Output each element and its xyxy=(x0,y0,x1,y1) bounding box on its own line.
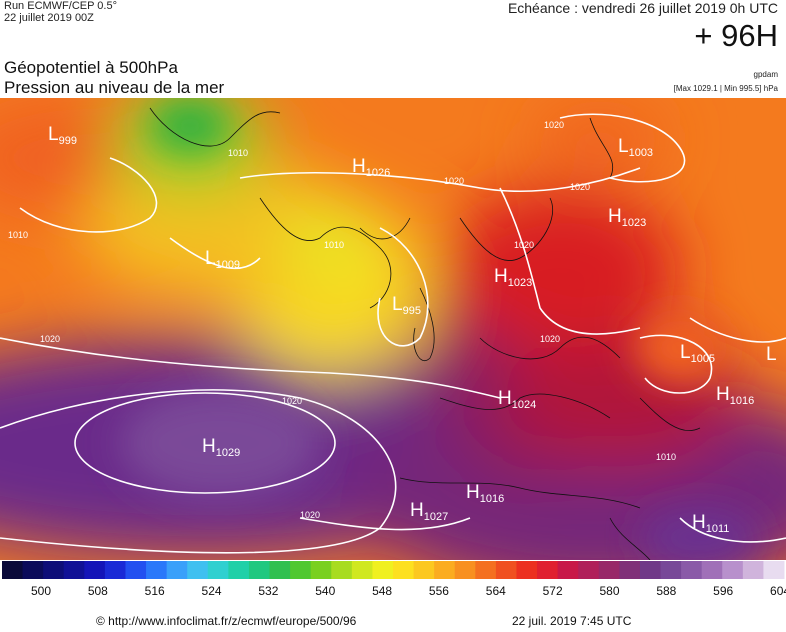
unit-label: gpdam xyxy=(753,70,778,79)
legend-swatch xyxy=(475,561,497,579)
legend-swatch xyxy=(413,561,435,579)
isobar-label: 1020 xyxy=(514,240,534,250)
pressure-center-high: H1027 xyxy=(410,500,448,523)
map-title-geopotential: Géopotentiel à 500hPa xyxy=(4,58,178,77)
isobar-label: 1020 xyxy=(570,182,590,192)
pressure-center-low: L995 xyxy=(392,294,421,317)
pressure-center-low: L999 xyxy=(48,124,77,147)
isobar-label: 1020 xyxy=(544,120,564,130)
legend-swatch xyxy=(290,561,312,579)
legend-tick-label: 524 xyxy=(201,584,222,598)
source-url: © http://www.infoclimat.fr/z/ecmwf/europ… xyxy=(96,614,357,628)
isobars xyxy=(0,113,786,554)
legend-swatch xyxy=(557,561,579,579)
geopotential-field: 1010 1020 1020 1010 1020 1020 1010 1020 … xyxy=(0,98,786,560)
pressure-center-high: H1024 xyxy=(498,388,536,411)
generation-timestamp: 22 juil. 2019 7:45 UTC xyxy=(512,614,632,628)
legend-swatch xyxy=(125,561,147,579)
isobar-label: 1020 xyxy=(540,334,560,344)
legend-swatch xyxy=(598,561,620,579)
pressure-center-high: H1016 xyxy=(466,482,504,505)
legend-tick-label: 540 xyxy=(315,584,336,598)
legend-swatch xyxy=(619,561,641,579)
pressure-min-max: [Max 1029.1 | Min 995.5] hPa xyxy=(673,84,778,93)
legend-swatch xyxy=(187,561,209,579)
legend-swatch xyxy=(578,561,600,579)
legend-swatch xyxy=(104,561,126,579)
legend-swatch xyxy=(763,561,785,579)
isobar-labels: 1010 1020 1020 1010 1020 1020 1010 1020 … xyxy=(8,120,676,520)
pressure-center-high: H1016 xyxy=(716,384,754,407)
legend-swatch xyxy=(331,561,353,579)
legend-swatch xyxy=(372,561,394,579)
legend-swatch xyxy=(351,561,373,579)
legend-tick-label: 508 xyxy=(87,584,108,598)
pressure-center-low: L1003 xyxy=(618,136,653,159)
legend-tick-label: 604 xyxy=(770,584,786,598)
legend-tick-label: 596 xyxy=(713,584,734,598)
legend-swatch xyxy=(146,561,168,579)
legend-swatch xyxy=(2,561,24,579)
legend-swatch xyxy=(660,561,682,579)
isobar-label: 1020 xyxy=(282,396,302,406)
pressure-center-high: H1011 xyxy=(692,512,729,535)
pressure-center-low: L1009 xyxy=(205,248,240,271)
legend-swatch xyxy=(639,561,662,579)
pressure-center-high: H1023 xyxy=(608,206,646,229)
legend-tick-label: 500 xyxy=(30,584,52,598)
isobar-label: 1010 xyxy=(228,148,248,158)
legend-swatch xyxy=(22,561,44,579)
pressure-center-high: H1026 xyxy=(352,156,390,179)
legend-tick-label: 532 xyxy=(258,584,279,598)
legend-swatch xyxy=(516,561,538,579)
pressure-center-high: H1029 xyxy=(202,436,240,459)
isobar-label: 1020 xyxy=(40,334,60,344)
legend-swatch xyxy=(310,561,332,579)
legend-swatch xyxy=(166,561,188,579)
legend-swatch xyxy=(84,561,106,579)
pressure-center-high: H1023 xyxy=(494,266,532,289)
legend-swatch xyxy=(63,561,85,579)
isobar-label: 1010 xyxy=(8,230,28,240)
forecast-horizon: + 96H xyxy=(694,18,778,53)
legend-swatch xyxy=(269,561,291,579)
legend-swatch xyxy=(701,561,723,579)
legend-swatch xyxy=(434,561,456,579)
legend-swatch xyxy=(742,561,764,579)
legend-tick-label: 556 xyxy=(428,584,449,598)
color-scale-legend xyxy=(2,561,785,579)
forecast-valid-time: Echéance : vendredi 26 juillet 2019 0h U… xyxy=(507,0,778,16)
legend-swatch xyxy=(722,561,744,579)
legend-tick-label: 516 xyxy=(144,584,165,598)
legend-swatch xyxy=(207,561,229,579)
legend-tick-label: 548 xyxy=(372,584,393,598)
legend-swatch xyxy=(454,561,476,579)
isobar-label: 1020 xyxy=(444,176,464,186)
run-date-label: 22 juillet 2019 00Z xyxy=(4,12,94,24)
legend-swatch xyxy=(43,561,65,579)
pressure-center-low: L1005 xyxy=(680,342,715,365)
map-title-pressure: Pression au niveau de la mer xyxy=(4,78,225,97)
pressure-centers: L999 H1026 L1003 H1023 L1009 H1023 L995 … xyxy=(48,124,777,535)
legend-swatch xyxy=(537,561,559,579)
legend-swatch xyxy=(681,561,703,579)
run-model-label: Run ECMWF/CEP 0.5° xyxy=(4,0,118,12)
legend-swatch xyxy=(248,561,271,579)
legend-tick-label: 572 xyxy=(542,584,563,598)
isobar-label: 1010 xyxy=(656,452,676,462)
legend-tick-label: 564 xyxy=(485,584,506,598)
forecast-map: 1010 1020 1020 1010 1020 1020 1010 1020 … xyxy=(0,98,786,560)
isobar-label: 1020 xyxy=(300,510,320,520)
legend-swatch xyxy=(393,561,415,579)
legend-tick-label: 580 xyxy=(599,584,620,598)
legend-tick-label: 588 xyxy=(656,584,677,598)
legend-swatch xyxy=(228,561,250,579)
pressure-center-low: L xyxy=(766,344,777,365)
legend-swatch xyxy=(495,561,517,579)
isobar-label: 1010 xyxy=(324,240,344,250)
